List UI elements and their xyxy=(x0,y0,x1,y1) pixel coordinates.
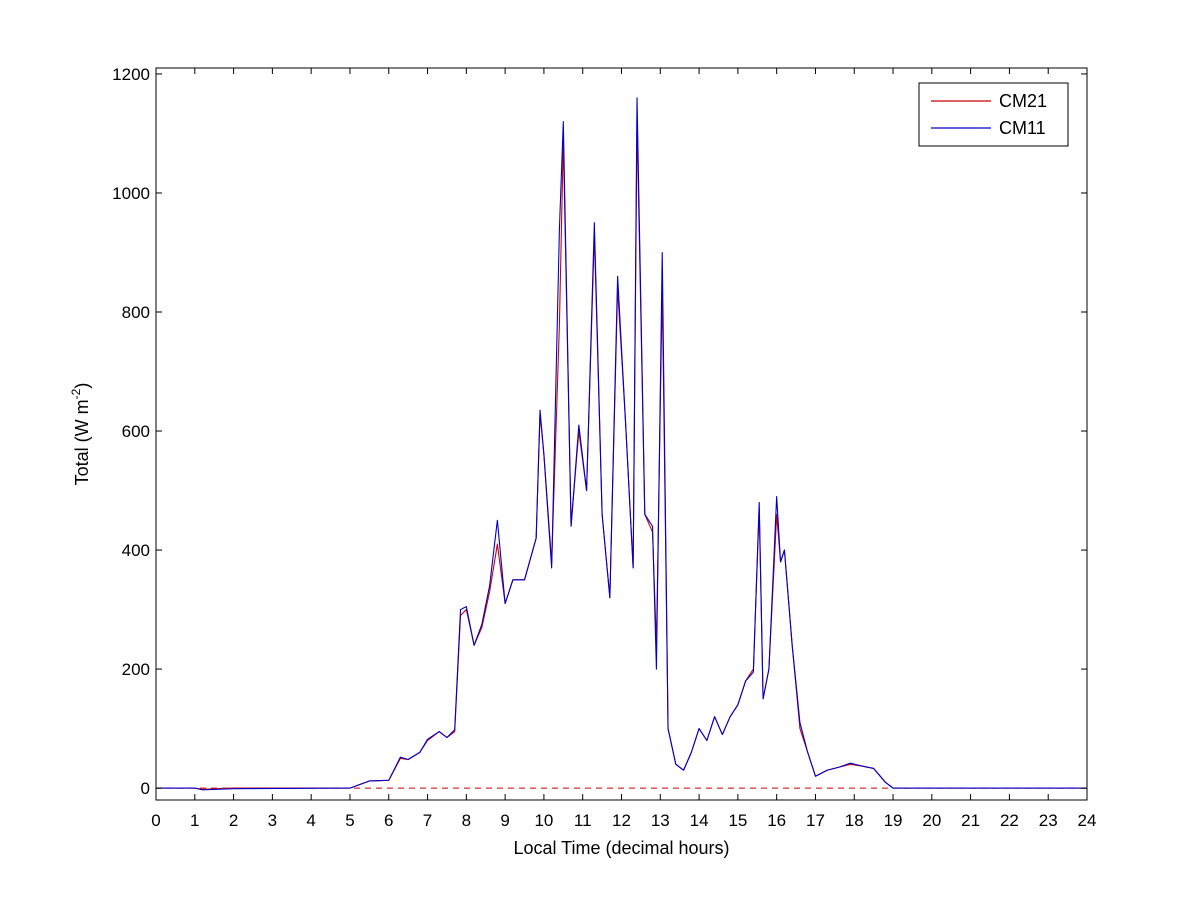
x-tick-label: 8 xyxy=(462,811,471,830)
x-tick-label: 18 xyxy=(845,811,864,830)
x-tick-label: 17 xyxy=(806,811,825,830)
y-tick-label: 800 xyxy=(122,303,150,322)
x-tick-label: 10 xyxy=(534,811,553,830)
legend-label-cm11: CM11 xyxy=(999,118,1046,138)
y-axis-title-main: Total (W m xyxy=(72,399,92,485)
x-tick-label: 13 xyxy=(651,811,670,830)
legend-label-cm21: CM21 xyxy=(999,91,1047,111)
x-tick-label: 3 xyxy=(268,811,277,830)
x-tick-label: 9 xyxy=(500,811,509,830)
x-tick-label: 1 xyxy=(190,811,199,830)
y-tick-label: 0 xyxy=(141,779,150,798)
x-tick-label: 14 xyxy=(690,811,709,830)
x-tick-label: 16 xyxy=(767,811,786,830)
y-tick-label: 400 xyxy=(122,541,150,560)
y-axis-ticks: 0 200 400 600 800 1000 1200 xyxy=(112,65,1087,798)
legend: CM21 CM11 xyxy=(918,82,1069,147)
x-tick-label: 12 xyxy=(612,811,631,830)
x-tick-label: 6 xyxy=(384,811,393,830)
x-axis-ticks: 0 1 2 3 4 5 6 7 8 9 10 11 12 13 14 15 16 17 18 19 20 21 22 23 24 xyxy=(151,68,1096,830)
y-tick-label: 600 xyxy=(122,422,150,441)
y-axis-title: Total (W m-2) xyxy=(69,383,92,486)
x-tick-label: 19 xyxy=(884,811,903,830)
y-axis-title-suffix: ) xyxy=(72,383,92,389)
legend-box xyxy=(918,82,1069,147)
x-axis-title: Local Time (decimal hours) xyxy=(513,838,729,858)
legend-items: CM21 CM11 xyxy=(931,91,1047,138)
x-tick-label: 15 xyxy=(728,811,747,830)
y-axis-title-superscript: -2 xyxy=(69,388,83,399)
series-line-cm11 xyxy=(156,97,1087,791)
x-tick-label: 2 xyxy=(229,811,238,830)
x-tick-label: 0 xyxy=(151,811,160,830)
plot-area: 0 1 2 3 4 5 6 7 8 9 10 11 12 13 14 15 16 17 18 19 20 21 22 23 24… xyxy=(112,65,1096,830)
x-tick-label: 11 xyxy=(574,811,592,830)
x-tick-label: 24 xyxy=(1078,811,1097,830)
x-tick-label: 23 xyxy=(1039,811,1058,830)
x-tick-label: 7 xyxy=(423,811,432,830)
y-tick-label: 1000 xyxy=(112,184,150,203)
x-tick-label: 4 xyxy=(306,811,315,830)
x-tick-label: 5 xyxy=(345,811,354,830)
y-tick-label: 1200 xyxy=(112,65,150,84)
x-tick-label: 21 xyxy=(961,811,980,830)
x-tick-label: 20 xyxy=(922,811,941,830)
y-tick-label: 200 xyxy=(122,660,150,679)
x-tick-label: 22 xyxy=(1000,811,1019,830)
series-layer xyxy=(156,97,1087,791)
